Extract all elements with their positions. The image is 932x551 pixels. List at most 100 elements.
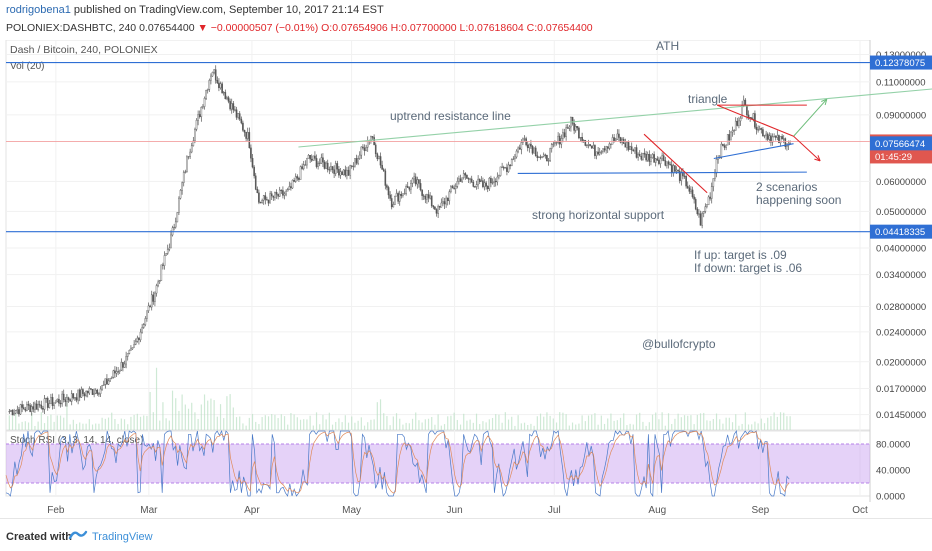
volume-bar [402, 424, 404, 430]
volume-bar [655, 412, 657, 430]
candle-body [579, 137, 582, 139]
y-tick-label: 0.09000000 [876, 110, 926, 121]
volume-bar [274, 414, 276, 430]
candle-body [605, 146, 607, 151]
candle-body [197, 114, 199, 121]
candle-body [16, 409, 19, 411]
candle-body [469, 178, 471, 180]
candle-body [8, 411, 11, 413]
candle-body [701, 213, 703, 226]
volume-bar [248, 417, 250, 430]
candle-body [26, 404, 28, 411]
volume-bar [715, 413, 718, 430]
volume-bar [434, 424, 436, 430]
candle-body [765, 133, 767, 136]
candle-body [403, 193, 406, 195]
last-price: 0.07654400 [139, 22, 195, 34]
candle-body [646, 154, 649, 161]
candle-body [53, 402, 55, 406]
candle-body [283, 193, 286, 196]
candle-body [326, 162, 329, 170]
y-tick-label: 0.06000000 [876, 177, 926, 188]
tradingview-brand[interactable]: TradingView [92, 531, 153, 543]
candle-body [515, 150, 518, 158]
candle-body [722, 143, 724, 146]
candle-body [738, 120, 740, 126]
candle-body [502, 167, 505, 169]
candle-body [771, 136, 774, 143]
candle-body [397, 193, 399, 202]
candle-body [390, 198, 393, 208]
candle-body [562, 132, 564, 139]
candle-body [680, 172, 683, 181]
candle-body [173, 226, 175, 229]
candle-body [565, 127, 567, 137]
candle-body [136, 337, 139, 342]
candle-body [306, 157, 308, 166]
volume-bar [395, 413, 398, 430]
candle-body [147, 305, 150, 312]
volume-bar [712, 418, 714, 430]
candle-body [778, 135, 780, 144]
candle-body [312, 155, 315, 161]
candle-body [258, 192, 260, 203]
candle-body [430, 195, 433, 207]
candle-body [216, 80, 219, 84]
volume-bar [91, 424, 94, 430]
candle-body [714, 172, 716, 179]
candle-body [254, 175, 257, 190]
candle-body [30, 406, 33, 412]
volume-bar [571, 422, 574, 430]
volume-bar [498, 414, 500, 430]
volume-bar [72, 419, 74, 430]
candle-body [262, 195, 265, 201]
candle-body [184, 171, 187, 173]
author-link[interactable]: rodrigobena1 [6, 4, 71, 16]
volume-bar [280, 414, 282, 430]
candle-body [453, 187, 455, 189]
candle-body [259, 202, 262, 204]
candle-body [75, 397, 78, 401]
volume-bar [101, 417, 103, 430]
volume-bar [399, 418, 401, 430]
up-scenario-arrow-head [821, 98, 828, 106]
stoch-k-line [5, 429, 790, 498]
volume-bar [722, 423, 724, 430]
candle-body [107, 380, 110, 385]
y-tick-label: 0.11000000 [876, 77, 926, 88]
y-tick-label: 0.03400000 [876, 270, 926, 281]
volume-bar [162, 402, 164, 430]
volume-bar [27, 422, 30, 430]
candle-body [40, 404, 43, 409]
candle-body [755, 127, 758, 130]
candle-body [520, 142, 523, 150]
candle-body [712, 178, 715, 187]
candle-body [302, 164, 305, 169]
volume-bar [680, 417, 682, 430]
volume-bar [11, 415, 14, 430]
candle-body [733, 130, 735, 132]
candle-body [416, 179, 419, 185]
candle-body [170, 234, 172, 249]
candle-body [781, 136, 783, 140]
candle-body [240, 118, 243, 124]
volume-bar [578, 423, 580, 430]
candle-body [336, 163, 339, 170]
candle-body [123, 363, 126, 368]
volume-bar [255, 421, 257, 430]
volume-bar [8, 415, 10, 430]
volume-bar [261, 417, 263, 430]
candle-body [419, 183, 422, 191]
candle-body [653, 154, 655, 163]
volume-bar [584, 421, 586, 430]
candle-body [29, 405, 31, 412]
volume-bar [383, 413, 385, 430]
candle-body [237, 113, 239, 118]
candle-body [186, 156, 188, 172]
candle-body [402, 193, 404, 196]
candle-body [467, 178, 470, 180]
candle-body [286, 189, 289, 192]
candle-body [202, 106, 204, 108]
candle-body [238, 113, 241, 120]
price-chart[interactable]: Feb Mar Apr May Jun Jul Aug Sep Oct0.130000000.1… [0, 40, 932, 518]
